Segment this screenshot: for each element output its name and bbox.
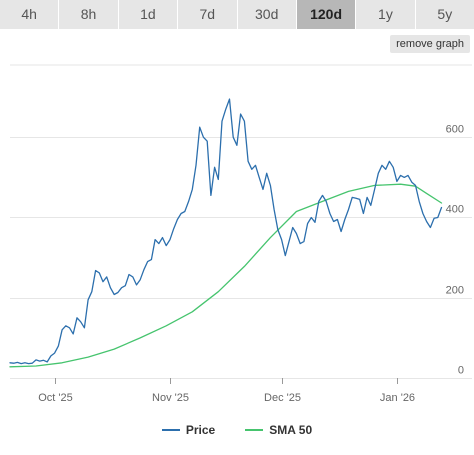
price-swatch xyxy=(161,429,180,431)
tab-1d[interactable]: 1d xyxy=(118,0,178,29)
y-tick-label: 600 xyxy=(446,124,464,136)
y-tick-label: 400 xyxy=(446,204,464,216)
y-tick-label: 0 xyxy=(458,365,464,377)
remove-graph-button[interactable]: remove graph xyxy=(390,35,470,53)
x-axis: Oct '25 Nov '25 Dec '25 Jan '26 xyxy=(38,378,415,404)
y-tick-label: 200 xyxy=(446,285,464,297)
legend-label-sma: SMA 50 xyxy=(269,423,313,437)
tab-8h[interactable]: 8h xyxy=(59,0,118,29)
x-tick-label: Dec '25 xyxy=(264,392,301,404)
sma-swatch xyxy=(245,429,264,431)
series-lines xyxy=(9,98,443,368)
legend: Price SMA 50 xyxy=(0,420,474,440)
tab-7d[interactable]: 7d xyxy=(178,0,237,29)
legend-label-price: Price xyxy=(185,423,216,437)
x-tick-label: Jan '26 xyxy=(380,392,415,404)
tab-5y[interactable]: 5y xyxy=(415,0,474,29)
grid-lines xyxy=(10,64,472,379)
tab-4h[interactable]: 4h xyxy=(0,0,59,29)
x-tick-label: Nov '25 xyxy=(152,392,189,404)
tab-30d[interactable]: 30d xyxy=(237,0,296,29)
tab-120d[interactable]: 120d xyxy=(296,0,356,29)
legend-item-price[interactable]: Price xyxy=(161,423,216,437)
legend-item-sma[interactable]: SMA 50 xyxy=(245,423,312,437)
tab-1y[interactable]: 1y xyxy=(356,0,415,29)
price-line xyxy=(9,98,443,365)
sma-50-line xyxy=(9,183,443,368)
x-tick-label: Oct '25 xyxy=(38,392,73,404)
timeframe-tabs: 4h 8h 1d 7d 30d 120d 1y 5y xyxy=(0,0,474,30)
y-axis: 0 200 400 600 xyxy=(446,124,464,377)
